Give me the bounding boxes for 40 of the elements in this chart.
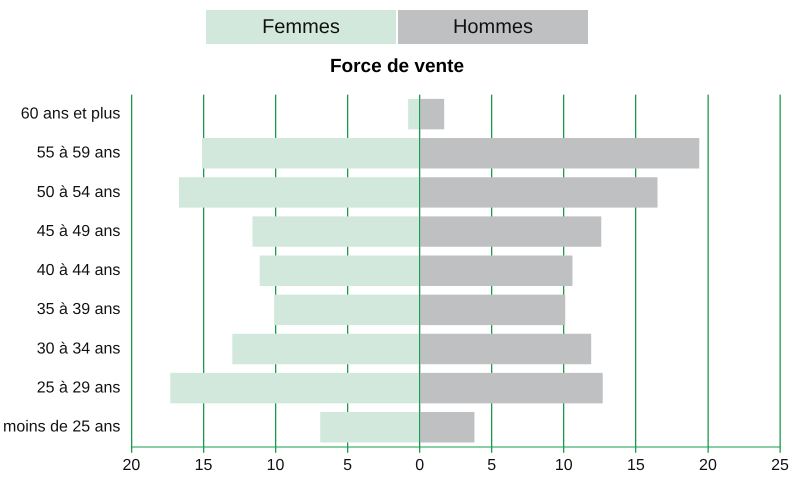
text: Femmes (206, 10, 396, 44)
bar (420, 177, 658, 208)
x-tick-label: 20 (122, 456, 140, 474)
bar (420, 334, 592, 364)
bar (178, 177, 420, 208)
bar (420, 412, 474, 442)
x-tick-label: 10 (554, 456, 573, 474)
bar (260, 255, 420, 286)
y-tick-label: 40 à 44 ans (36, 262, 120, 280)
y-tick-label: 50 à 54 ans (36, 184, 120, 201)
x-tick-label: 20 (699, 456, 717, 474)
bar (252, 216, 420, 247)
bar (320, 412, 420, 442)
y-tick-label: 35 à 39 ans (36, 301, 120, 318)
x-tick-label: 5 (343, 456, 352, 474)
x-tick-label: 10 (266, 456, 285, 474)
bar (232, 334, 420, 364)
x-tick-label: 5 (487, 456, 496, 474)
bar (274, 294, 420, 326)
bar (420, 216, 602, 247)
bar (170, 372, 420, 404)
x-tick-label: 25 (771, 456, 789, 474)
x-tick-label: 15 (194, 456, 212, 474)
x-tick-label: 15 (626, 456, 645, 474)
chart-title: Force de vente (328, 56, 466, 79)
y-tick-label: 25 à 29 ans (36, 380, 120, 397)
y-tick-label: 60 ans et plus (20, 106, 120, 123)
bar (420, 98, 444, 130)
bar (420, 138, 700, 169)
y-tick-label: 45 à 49 ans (36, 222, 120, 240)
bar (202, 138, 420, 169)
bar (420, 372, 603, 404)
y-tick-label: 55 à 59 ans (36, 144, 120, 162)
y-tick-label: 30 à 34 ans (36, 340, 120, 358)
bar (420, 294, 566, 326)
bar (408, 98, 420, 130)
text: Hommes (398, 10, 588, 44)
y-tick-label: moins de 25 ans (3, 418, 120, 436)
x-tick-label: 0 (415, 456, 424, 474)
bar (420, 255, 572, 286)
